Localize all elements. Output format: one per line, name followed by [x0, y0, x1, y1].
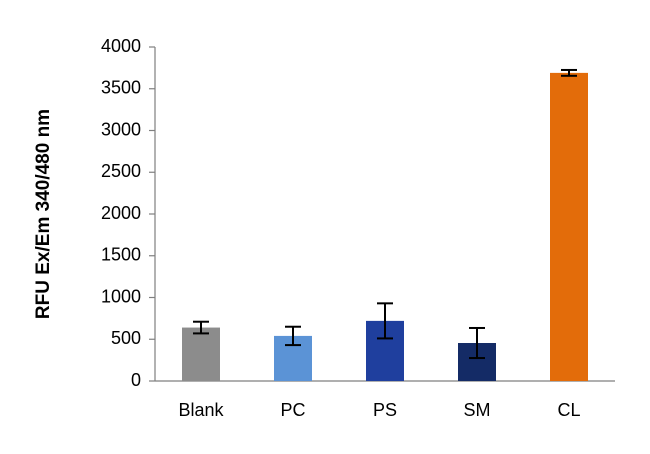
- x-tick-label: PC: [280, 400, 305, 420]
- y-tick-label: 2500: [101, 161, 141, 181]
- y-tick-label: 1000: [101, 286, 141, 306]
- error-bar: [285, 325, 301, 347]
- x-tick-label: Blank: [178, 400, 224, 420]
- y-tick-label: 1500: [101, 245, 141, 265]
- bar: [182, 327, 220, 381]
- y-axis-label: RFU Ex/Em 340/480 nm: [33, 109, 54, 319]
- y-tick-label: 3500: [101, 78, 141, 98]
- bar: [550, 72, 588, 381]
- y-tick-label: 500: [111, 328, 141, 348]
- x-tick-label: CL: [557, 400, 580, 420]
- y-tick-label: 3000: [101, 119, 141, 139]
- y-tick-label: 2000: [101, 203, 141, 223]
- error-bar: [377, 302, 393, 340]
- x-tick-label: PS: [373, 400, 397, 420]
- y-tick-label: 4000: [101, 36, 141, 56]
- x-tick-label: SM: [464, 400, 491, 420]
- error-bar: [193, 320, 209, 335]
- y-tick-label: 0: [131, 370, 141, 390]
- error-bar: [469, 326, 485, 360]
- error-bar: [561, 68, 577, 77]
